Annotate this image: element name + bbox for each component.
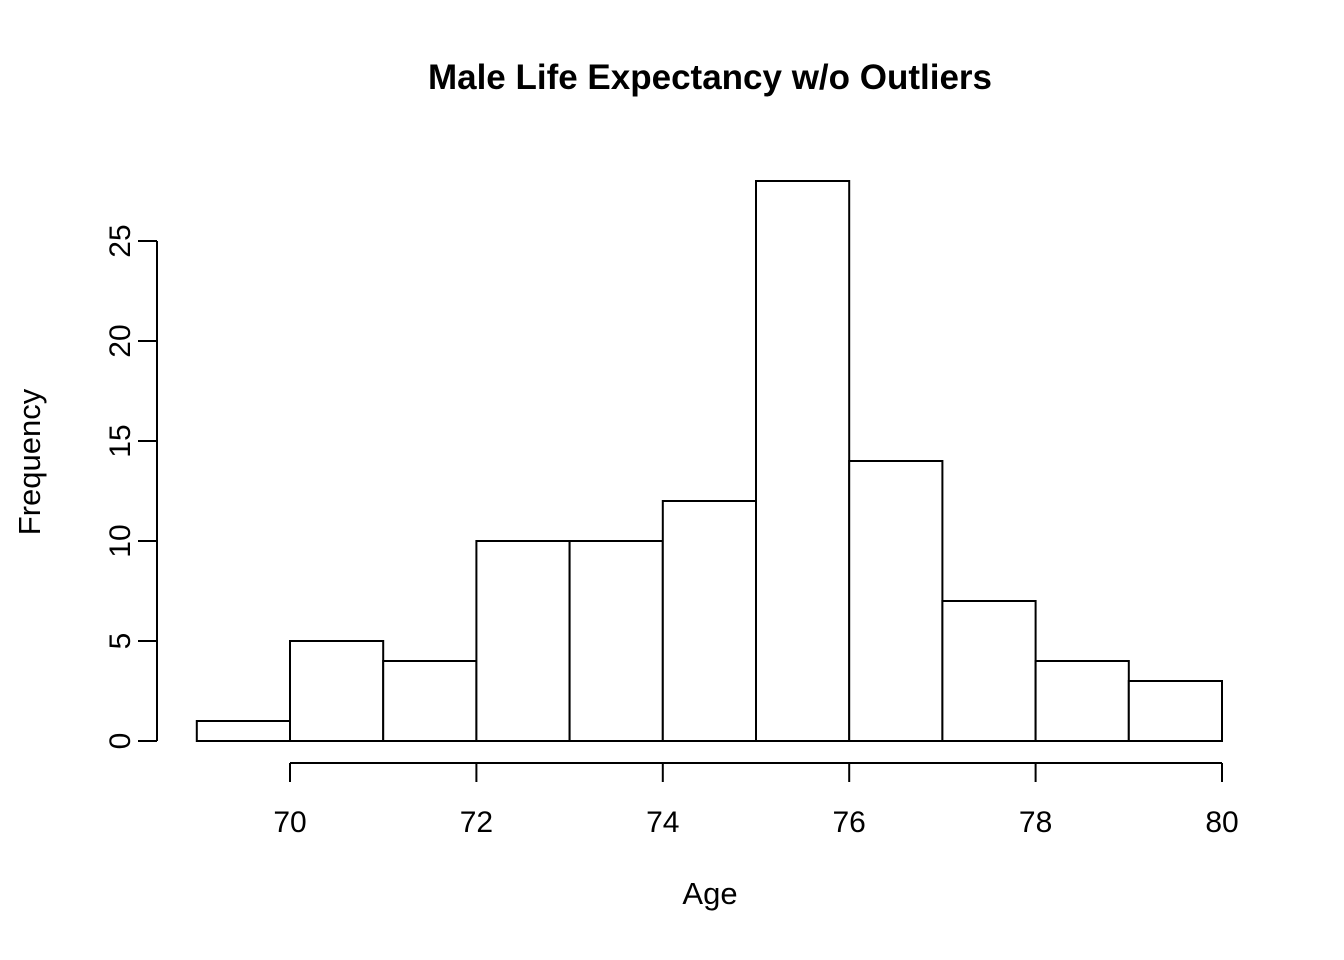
histogram-bar (848, 460, 944, 742)
y-axis-label: Frequency (12, 388, 47, 536)
x-tick-label: 74 (646, 806, 679, 839)
histogram-bar (941, 600, 1037, 742)
x-tick-label: 72 (460, 806, 493, 839)
y-tick-label: 15 (104, 424, 137, 457)
x-tick-label: 76 (833, 806, 866, 839)
histogram-bar (382, 660, 478, 742)
y-tick-label: 25 (104, 224, 137, 257)
y-tick-label: 0 (104, 733, 137, 750)
x-tick-label: 78 (1019, 806, 1052, 839)
chart-title: Male Life Expectancy w/o Outliers (427, 58, 993, 97)
x-tick-label: 70 (273, 806, 306, 839)
y-tick-label: 20 (104, 324, 137, 357)
histogram-bar (195, 720, 291, 742)
histogram-bar (568, 540, 664, 742)
histogram-bar (1034, 660, 1130, 742)
x-tick-label: 80 (1205, 806, 1238, 839)
x-axis-label: Age (682, 876, 738, 911)
histogram-bar (661, 500, 757, 742)
histogram-bar (289, 640, 385, 742)
histogram-bar (475, 540, 571, 742)
y-tick-label: 10 (104, 524, 137, 557)
y-tick-label: 5 (104, 633, 137, 650)
histogram-bar (755, 180, 851, 742)
histogram-bar (1127, 680, 1224, 742)
